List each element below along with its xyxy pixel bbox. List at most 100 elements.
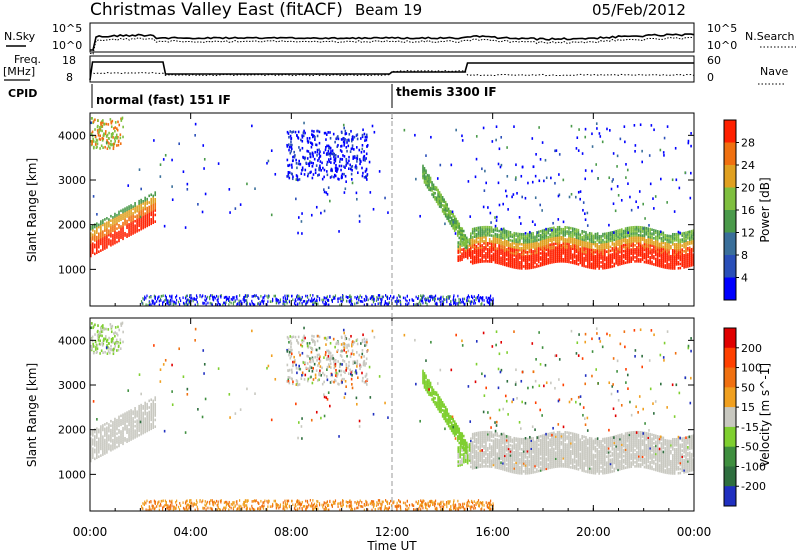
power-cell-209 — [494, 242, 497, 246]
power-cell-2992 — [552, 221, 554, 225]
power-cell-879 — [571, 241, 574, 245]
velocity-cell-662 — [547, 456, 550, 460]
velocity-cell-335 — [509, 464, 512, 467]
power-cell-1636 — [660, 243, 663, 246]
velocity-cell-824 — [566, 463, 568, 467]
power-cell-4043 — [457, 294, 459, 298]
velocity-cell-417 — [519, 467, 521, 471]
velocity-cell-827 — [566, 457, 568, 460]
power-cell-2766 — [687, 141, 690, 145]
power-cell-2351 — [154, 213, 157, 217]
power-cell-3472 — [145, 303, 147, 307]
power-cell-3725 — [441, 300, 443, 303]
power-cell-1150 — [604, 252, 606, 256]
velocity-cell-472 — [524, 445, 527, 449]
velocity-cell-566 — [536, 454, 538, 457]
power-cell-1805 — [681, 250, 684, 253]
velocity-cell-651 — [545, 445, 548, 448]
power-cell-3440 — [224, 303, 226, 306]
power-cell-1593 — [656, 262, 659, 265]
power-cell-3082 — [302, 131, 305, 135]
velocity-cell-620 — [541, 438, 544, 442]
velocity-cell-579 — [537, 461, 540, 465]
power-cell-2538 — [429, 186, 432, 190]
power-cell-238 — [498, 249, 500, 253]
power-cell-2164 — [122, 215, 124, 218]
power-cell-3174 — [290, 149, 292, 153]
power-cell-3149 — [351, 135, 354, 138]
power-cell-3765 — [228, 298, 230, 301]
velocity-cell-521 — [530, 447, 533, 450]
velocity-cell-95 — [481, 465, 483, 468]
power-cell-561 — [536, 259, 538, 262]
velocity-cell-618 — [541, 442, 544, 446]
power-cell-2251 — [138, 224, 140, 228]
power-cell-1351 — [626, 228, 629, 232]
velocity-cell-411 — [517, 443, 519, 447]
power-cell-2948 — [610, 187, 613, 191]
power-cell-3966 — [429, 295, 431, 298]
velocity-cell-435 — [520, 462, 523, 465]
power-cell-3637 — [166, 299, 168, 303]
power-cell-3683 — [183, 302, 185, 306]
power-cell-342 — [509, 245, 512, 248]
power-cell-3764 — [285, 300, 287, 303]
power-cell-2862 — [506, 174, 509, 178]
power-cell-287 — [503, 253, 506, 257]
velocity-cell-478 — [526, 467, 529, 471]
power-cell-2817 — [362, 128, 364, 132]
power-cell-1024 — [588, 250, 591, 253]
power-cell-435 — [520, 257, 523, 260]
power-cell-571 — [536, 239, 538, 242]
power-cell-602 — [539, 236, 542, 239]
power-cell-1445 — [638, 237, 640, 241]
power-cell-2668 — [458, 224, 461, 228]
power-cell-3846 — [460, 300, 462, 304]
velocity-cell-665 — [547, 450, 550, 454]
velocity-cell-73 — [477, 439, 480, 443]
power-cell-2096 — [110, 214, 112, 218]
power-cell-1053 — [592, 262, 595, 266]
velocity-cell-281 — [502, 433, 504, 437]
power-cell-577 — [537, 260, 540, 264]
power-cell-329 — [507, 234, 510, 238]
velocity-cell-626 — [543, 462, 546, 465]
power-cell-1612 — [658, 260, 661, 264]
power-cell-773 — [558, 231, 561, 235]
power-cell-3330 — [333, 175, 335, 179]
velocity-cell-357 — [511, 452, 514, 456]
power-cell-1451 — [639, 260, 642, 263]
power-cell-1345 — [626, 242, 629, 246]
power-cell-189 — [492, 252, 495, 256]
power-cell-723 — [553, 228, 555, 232]
velocity-cell-877 — [571, 450, 574, 454]
power-cell-2233 — [134, 215, 136, 219]
power-cell-444 — [520, 232, 523, 236]
power-cell-1328 — [624, 241, 627, 244]
power-cell-2403 — [105, 122, 108, 126]
power-cell-3428 — [462, 300, 464, 304]
velocity-cell-276 — [502, 445, 504, 449]
power-cell-1495 — [643, 230, 646, 234]
power-cell-3340 — [299, 162, 301, 166]
power-cell-3335 — [334, 140, 336, 144]
velocity-cell-693 — [551, 460, 553, 463]
power-cell-171 — [488, 226, 491, 229]
power-cell-3848 — [350, 301, 353, 304]
power-cell-761 — [558, 256, 561, 259]
power-cell-2828 — [539, 203, 542, 207]
power-cell-2857 — [495, 219, 498, 222]
power-cell-3276 — [287, 175, 290, 178]
power-cell-318 — [507, 256, 510, 260]
power-cell-2422 — [92, 138, 95, 142]
power-cell-3732 — [372, 300, 375, 304]
power-cell-16 — [471, 258, 474, 261]
power-cell-2585 — [440, 195, 442, 199]
power-cell-2028 — [100, 242, 102, 246]
power-cell-1857 — [687, 236, 689, 240]
power-cell-310 — [505, 235, 508, 239]
velocity-cell-515 — [530, 459, 533, 463]
power-cell-446 — [522, 259, 525, 262]
power-cell-3655 — [328, 303, 330, 307]
power-cell-3258 — [347, 161, 349, 165]
